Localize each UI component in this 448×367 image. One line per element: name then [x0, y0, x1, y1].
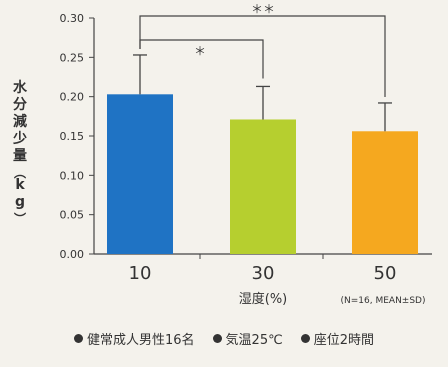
y-axis-label-char: 量 — [13, 148, 27, 164]
bullet-icon — [74, 333, 83, 343]
bar-10 — [107, 94, 173, 254]
note-temperature-text: 気温25℃ — [225, 332, 283, 348]
x-axis-label: 湿度(%) — [239, 291, 288, 307]
bar-30 — [230, 119, 296, 254]
x-tick-label: 50 — [374, 263, 397, 284]
note-temperature: 気温25℃ — [212, 329, 283, 348]
x-tick-label: 30 — [252, 263, 275, 284]
bullet-icon — [212, 333, 222, 343]
y-axis-label-char: 減 — [13, 113, 27, 130]
bar-50 — [352, 131, 418, 254]
y-tick-label: 0.20 — [60, 91, 85, 104]
y-axis-label-char: k — [15, 177, 25, 193]
significance-bracket — [139, 15, 386, 97]
y-axis-label-char: g — [15, 194, 25, 210]
bullet-icon — [300, 333, 310, 343]
y-axis-label-char: ︵ — [13, 166, 27, 180]
significance-label: ＊ — [194, 44, 206, 58]
y-tick-label: 0.10 — [60, 169, 85, 182]
y-axis-label-char: 少 — [12, 130, 27, 147]
note-subjects: 健常成人男性16名 — [74, 329, 195, 348]
note-posture: 座位2時間 — [300, 329, 374, 348]
y-tick-label: 0.00 — [60, 248, 85, 261]
y-axis-label-char: 水 — [13, 79, 28, 96]
y-tick-label: 0.15 — [60, 130, 85, 143]
y-axis-label-char: ︶ — [13, 211, 27, 226]
y-axis-label-char: 分 — [13, 97, 27, 113]
footnote: (N=16, MEAN±SD) — [341, 296, 426, 306]
conditions-note: 健常成人男性16名 気温25℃ 座位2時間 — [0, 326, 448, 350]
significance-label: ＊＊ — [251, 2, 275, 16]
y-tick-label: 0.25 — [60, 51, 85, 64]
note-posture-text: 座位2時間 — [313, 332, 374, 348]
y-tick-label: 0.05 — [60, 209, 85, 222]
note-subjects-text: 健常成人男性16名 — [87, 332, 195, 348]
y-tick-label: 0.30 — [60, 12, 85, 25]
x-tick-label: 10 — [129, 263, 152, 284]
significance-bracket — [139, 39, 264, 79]
